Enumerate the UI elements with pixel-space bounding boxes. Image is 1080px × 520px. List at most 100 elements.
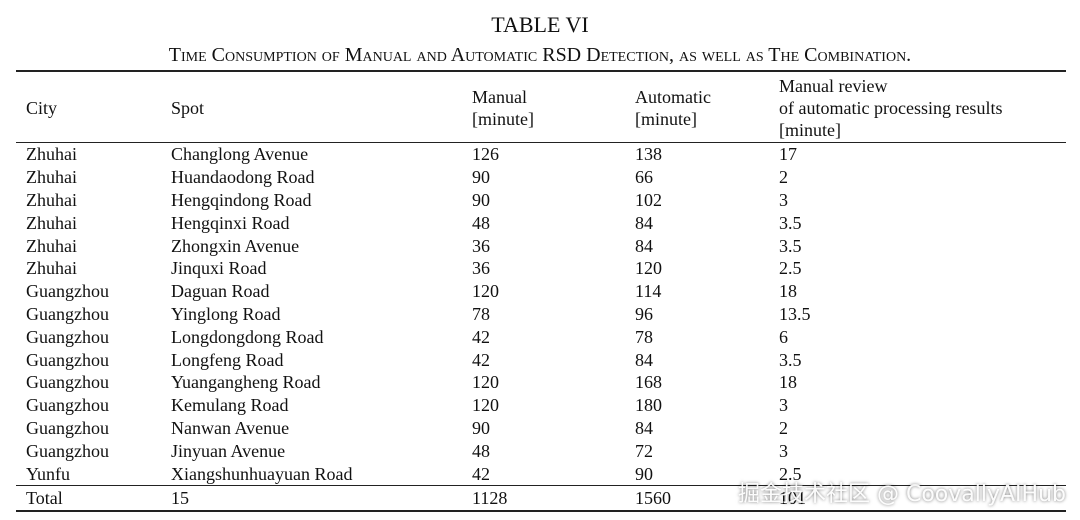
table-row: Zhuhai Zhongxin Avenue 36 84 3.5 [16, 234, 1066, 257]
table-cell: 3.5 [779, 212, 802, 233]
table-cell: 6 [779, 326, 788, 347]
table-row: Guangzhou Nanwan Avenue 90 84 2 [16, 417, 1066, 440]
table-head: City Spot Manual [minute] Automatic [minute… [16, 71, 1066, 143]
table-cell: Zhuhai [26, 212, 77, 233]
table-cell: 3 [779, 189, 788, 210]
data-table: City Spot Manual [minute] Automatic [minute… [16, 70, 1066, 512]
table-row: Yunfu Xiangshunhuayuan Road 42 90 2.5 [16, 462, 1066, 485]
table-row: Zhuhai Huandaodong Road 90 66 2 [16, 166, 1066, 189]
table-cell: 17 [779, 144, 797, 165]
column-header: City [26, 98, 58, 118]
table-cell: Yunfu [26, 463, 70, 484]
table-cell: 3 [779, 440, 788, 461]
table-cell: 42 [472, 326, 490, 347]
table-cell: 78 [472, 303, 490, 324]
table-cell: 36 [472, 258, 490, 279]
table-cell: 84 [635, 349, 653, 370]
table-row: Zhuhai Jinquxi Road 36 120 2.5 [16, 257, 1066, 280]
table-cell: 120 [472, 372, 499, 393]
table-cell: Zhuhai [26, 235, 77, 256]
table-cell: 168 [635, 372, 662, 393]
table-cell: 120 [472, 281, 499, 302]
table-cell: 96 [635, 303, 653, 324]
table-cell: Yuangangheng Road [171, 372, 321, 393]
table-cell: Hengqinxi Road [171, 212, 290, 233]
table-cell: 48 [472, 440, 490, 461]
table-row: Guangzhou Jinyuan Avenue 48 72 3 [16, 439, 1066, 462]
table-cell: 90 [472, 167, 490, 188]
column-header: Manual review of automatic processing re… [779, 76, 1003, 140]
table-cell: Nanwan Avenue [171, 417, 290, 438]
table-cell: 102 [635, 189, 662, 210]
header-row: City Spot Manual [minute] Automatic [minute… [16, 71, 1066, 143]
table-cell: Guangzhou [26, 303, 109, 324]
table-cell: 3.5 [779, 235, 802, 256]
table-cell: Hengqindong Road [171, 189, 312, 210]
table-cell: 2 [779, 167, 788, 188]
table-cell: Guangzhou [26, 326, 109, 347]
total-cell: 101 [779, 487, 806, 508]
table-cell: 3.5 [779, 349, 802, 370]
table-cell: Kemulang Road [171, 395, 289, 416]
column-header: Spot [171, 98, 205, 118]
table-row: Zhuhai Hengqindong Road 90 102 3 [16, 189, 1066, 212]
table-cell: 13.5 [779, 303, 811, 324]
table-cell: Zhuhai [26, 258, 77, 279]
table-cell: Guangzhou [26, 395, 109, 416]
table-cell: Guangzhou [26, 349, 109, 370]
column-header: Automatic [minute] [635, 87, 711, 129]
table-cell: 42 [472, 349, 490, 370]
table-cell: 42 [472, 463, 490, 484]
table-caption: Time Consumption of Manual and Automatic… [168, 44, 912, 66]
table-cell: Guangzhou [26, 440, 109, 461]
table-cell: 84 [635, 235, 653, 256]
table-cell: 114 [635, 281, 662, 302]
table-cell: Longfeng Road [171, 349, 284, 370]
column-header: Manual [minute] [472, 87, 534, 129]
table-cell: 90 [635, 463, 653, 484]
table-cell: Guangzhou [26, 417, 109, 438]
table-cell: Huandaodong Road [171, 167, 315, 188]
table-cell: 180 [635, 395, 662, 416]
table-cell: 2.5 [779, 463, 802, 484]
table-cell: 18 [779, 372, 797, 393]
table-cell: 126 [472, 144, 499, 165]
table-cell: 120 [472, 395, 499, 416]
table-cell: Zhuhai [26, 144, 77, 165]
table-row: Guangzhou Yinglong Road 78 96 13.5 [16, 303, 1066, 326]
table-cell: Yinglong Road [171, 303, 281, 324]
table-cell: Changlong Avenue [171, 144, 309, 165]
table-cell: Zhuhai [26, 189, 77, 210]
total-cell: 15 [171, 487, 189, 508]
total-cell: 1128 [472, 487, 508, 508]
table-cell: 90 [472, 417, 490, 438]
total-cell: 1560 [635, 487, 671, 508]
table-cell: 18 [779, 281, 797, 302]
table-foot: Total 15 1128 1560 101 [16, 485, 1066, 511]
table-row: Zhuhai Hengqinxi Road 48 84 3.5 [16, 211, 1066, 234]
table-cell: 3 [779, 395, 788, 416]
table-row: Zhuhai Changlong Avenue 126 138 17 [16, 143, 1066, 166]
table-cell: 72 [635, 440, 653, 461]
table-cell: 66 [635, 167, 653, 188]
table-cell: 84 [635, 417, 653, 438]
table-cell: 120 [635, 258, 662, 279]
watermark: 掘金技术社区 @ CoovallyAIHub [737, 482, 1066, 507]
table-cell: 90 [472, 189, 490, 210]
table-cell: 138 [635, 144, 662, 165]
table-cell: Jinyuan Avenue [171, 440, 286, 461]
table-cell: Zhuhai [26, 167, 77, 188]
table-body: Zhuhai Changlong Avenue 126 138 17 Zhuhai Huan… [16, 143, 1066, 486]
table-cell: Jinquxi Road [171, 258, 267, 279]
table-cell: 78 [635, 326, 653, 347]
table-label: TABLE VI [491, 12, 589, 37]
table-cell: Daguan Road [171, 281, 270, 302]
table-cell: 36 [472, 235, 490, 256]
table-cell: Guangzhou [26, 372, 109, 393]
table-cell: 2 [779, 417, 788, 438]
table-row: Guangzhou Daguan Road 120 114 18 [16, 280, 1066, 303]
table-cell: 2.5 [779, 258, 802, 279]
table-cell: Longdongdong Road [171, 326, 324, 347]
table-cell: Guangzhou [26, 281, 109, 302]
